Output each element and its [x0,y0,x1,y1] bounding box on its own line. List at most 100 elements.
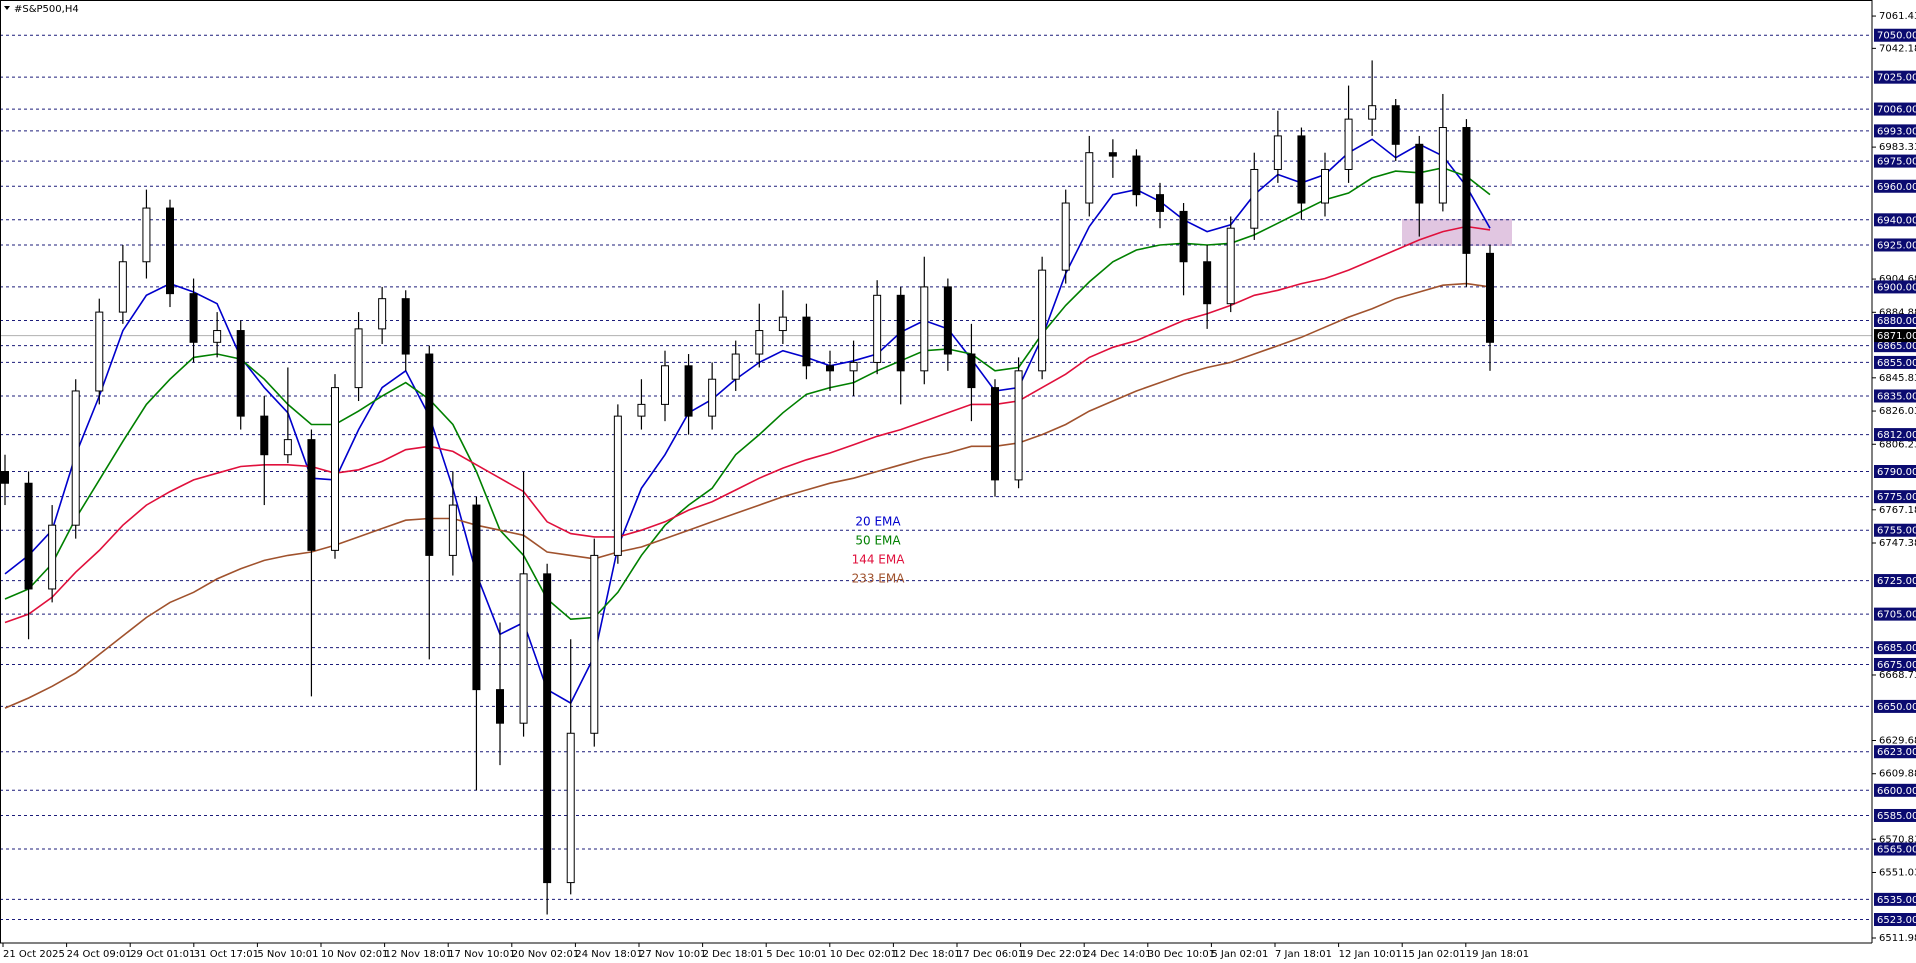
candle-body [401,298,410,355]
level-label: 7006.00 [1877,105,1916,116]
x-tick-label: 17 Nov 10:01 [448,949,515,960]
y-tick-label: 6609.88 [1879,769,1916,780]
legend-entry: 50 EMA [855,534,901,548]
current-price-label: 6871.00 [1877,331,1916,342]
candle-body [331,387,339,551]
candle-body [1368,105,1377,120]
level-label: 6812.00 [1877,430,1916,441]
level-label: 6940.00 [1877,215,1916,226]
candle-body [236,330,245,417]
level-box [1874,607,1916,621]
x-tick-label: 12 Jan 10:01 [1339,949,1402,960]
level-box [1874,574,1916,588]
level-label: 6835.00 [1877,391,1916,402]
level-label: 6523.00 [1877,915,1916,926]
candle-body [472,504,481,691]
level-box [1874,892,1916,906]
x-tick-label: 19 Jan 18:01 [1466,949,1529,960]
ema-line [4,138,1491,705]
candle-body [708,378,717,417]
level-box [1874,389,1916,403]
candle-body [448,504,457,556]
level-box [1874,428,1916,442]
level-box [1874,179,1916,193]
y-tick-label: 6983.33 [1879,142,1916,153]
x-tick-label: 24 Dec 14:01 [1084,949,1151,960]
candle-body [755,330,764,355]
candle-body [826,365,834,372]
y-tick-label: 6668.73 [1879,670,1916,681]
candle-body [166,207,174,295]
candle-body [307,439,316,551]
y-tick-label: 6570.83 [1879,834,1916,845]
level-label: 7050.00 [1877,31,1916,42]
candle-body [425,353,434,556]
candle-body [1273,135,1282,170]
y-tick-label: 6806.23 [1879,439,1916,450]
candle-body [873,294,882,363]
candle-body [1,471,9,484]
x-tick-label: 27 Nov 10:01 [639,949,706,960]
candle-body [1226,227,1235,305]
x-tick-label: 12 Nov 18:01 [385,949,452,960]
level-box [1874,28,1916,42]
candle-body [496,689,504,724]
level-box [1874,657,1916,671]
level-box [1874,355,1916,369]
x-tick-label: 12 Dec 18:01 [893,949,960,960]
level-box [1874,313,1916,327]
candle-body [849,361,858,372]
level-box [1874,102,1916,116]
candle-body [213,330,222,343]
candle-body [1085,152,1094,204]
candle-body [1014,370,1023,481]
x-tick-label: 30 Dec 10:01 [1148,949,1215,960]
candle-body [1179,210,1188,263]
x-tick-label: 15 Jan 02:01 [1402,949,1465,960]
level-label: 6725.00 [1877,576,1916,587]
x-tick-label: 19 Dec 22:01 [1021,949,1088,960]
level-label: 6960.00 [1877,182,1916,193]
level-box [1874,238,1916,252]
y-tick-label: 6511.98 [1879,933,1916,944]
level-label: 6790.00 [1877,467,1916,478]
candle-body [1415,143,1424,204]
legend-entry: 20 EMA [855,515,901,529]
x-tick-label: 31 Oct 17:01 [194,949,259,960]
candle-body [1344,118,1353,170]
level-label: 6925.00 [1877,240,1916,251]
candle-body [48,524,57,590]
level-label: 6535.00 [1877,895,1916,906]
level-box [1874,745,1916,759]
level-box [1874,490,1916,504]
candle-body [1462,127,1471,254]
candle-body [1391,105,1400,145]
level-label: 6600.00 [1877,786,1916,797]
x-tick-label: 5 Nov 10:01 [257,949,318,960]
level-label: 6685.00 [1877,643,1916,654]
menu-arrow[interactable] [4,6,10,10]
level-label: 6993.00 [1877,126,1916,137]
level-label: 6585.00 [1877,811,1916,822]
candle-body [613,415,622,556]
ema-line [4,282,1491,709]
candle-body [661,365,669,405]
candle-body [590,554,599,734]
candle-body [1061,202,1070,271]
candle-body [1250,168,1259,229]
x-tick-label: 10 Nov 02:01 [321,949,388,960]
x-tick-label: 24 Nov 18:01 [575,949,642,960]
candle-body [118,261,127,313]
level-label: 6865.00 [1877,341,1916,352]
y-tick-label: 6551.03 [1879,867,1916,878]
candle-body [637,403,646,417]
candle-body [566,732,575,884]
candle-body [1297,135,1306,204]
candle-body [95,311,104,392]
x-tick-label: 29 Oct 01:01 [130,949,195,960]
level-box [1874,70,1916,84]
y-tick-label: 6845.83 [1879,373,1916,384]
level-label: 6565.00 [1877,845,1916,856]
